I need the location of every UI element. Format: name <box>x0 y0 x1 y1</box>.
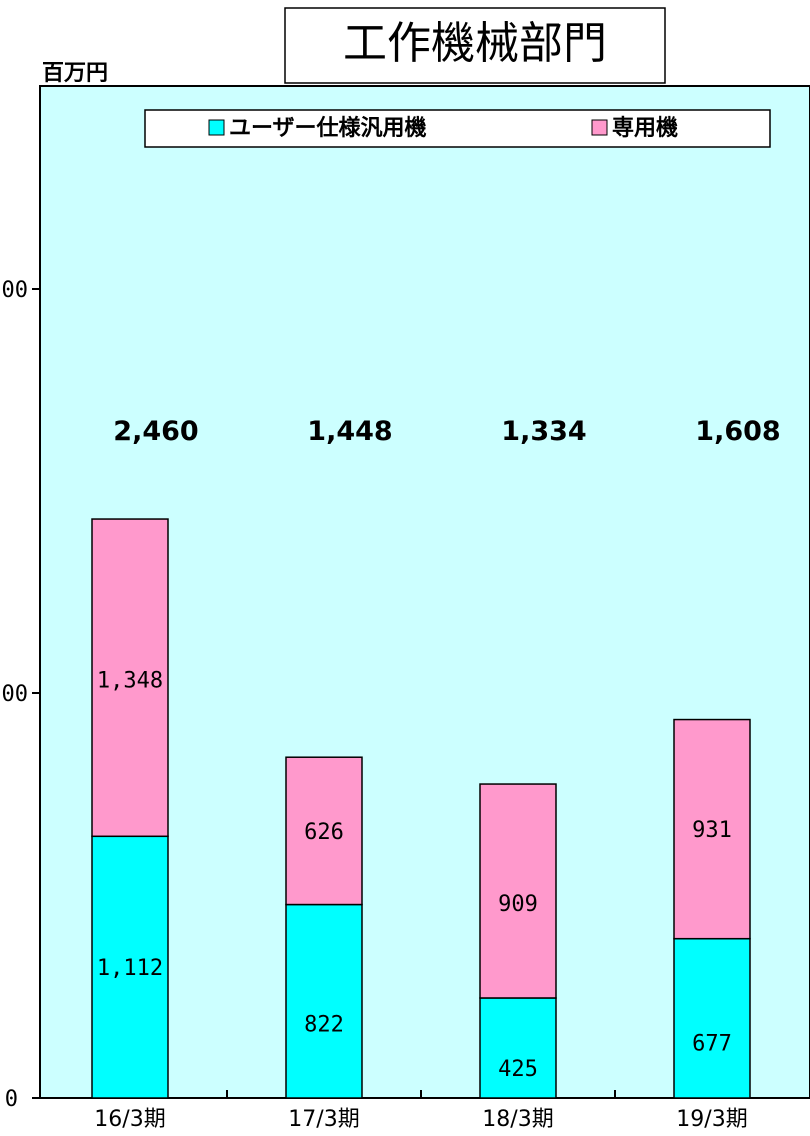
chart-title: 工作機械部門 <box>343 18 607 69</box>
data-label-1-3: 677 <box>692 1031 732 1056</box>
y-tick-label-2: 00 <box>2 278 29 303</box>
x-tick-label-3: 19/3期 <box>676 1107 747 1132</box>
total-label-3: 1,608 <box>695 416 780 447</box>
bar-2-1 <box>285 756 363 906</box>
y-tick-label-0: 0 <box>5 1087 18 1112</box>
bar-1-3 <box>673 937 751 1099</box>
data-label-2-0: 1,348 <box>97 669 163 694</box>
x-tick-label-1: 17/3期 <box>288 1107 359 1132</box>
data-label-2-2: 909 <box>498 892 538 917</box>
x-axis: 16/3期 17/3期 18/3期 19/3期 <box>94 1090 748 1132</box>
data-label-2-1: 626 <box>304 820 344 845</box>
bars <box>91 518 751 1099</box>
legend-swatch-series-2 <box>591 119 608 136</box>
bar-2-3 <box>673 718 751 940</box>
x-tick-label-2: 18/3期 <box>482 1107 553 1132</box>
bar-1-2 <box>479 997 557 1099</box>
x-tick-label-0: 16/3期 <box>94 1107 165 1132</box>
data-label-1-0: 1,112 <box>97 956 163 981</box>
data-label-1-2: 425 <box>498 1057 538 1082</box>
bar-1-1 <box>285 903 363 1099</box>
total-labels: 2,460 1,448 1,334 1,608 <box>113 416 780 447</box>
legend <box>144 109 771 148</box>
legend-label-series-1: ユーザー仕様汎用機 <box>229 115 427 141</box>
legend-label-series-2: 専用機 <box>612 116 678 141</box>
title-box <box>284 7 666 84</box>
bar-1-0 <box>91 835 169 1099</box>
bar-2-0 <box>91 518 169 838</box>
total-label-0: 2,460 <box>113 416 198 447</box>
legend-swatch-series-1 <box>208 119 225 136</box>
data-labels: 1,112 1,348 822 626 425 909 677 931 <box>97 669 732 1082</box>
total-label-1: 1,448 <box>307 416 392 447</box>
y-tick-label-1: 00 <box>2 682 29 707</box>
bar-2-2 <box>479 783 557 999</box>
y-axis-label: 百万円 <box>42 61 108 86</box>
data-label-1-1: 822 <box>304 1012 344 1037</box>
total-label-2: 1,334 <box>501 416 586 447</box>
data-label-2-3: 931 <box>692 818 732 843</box>
